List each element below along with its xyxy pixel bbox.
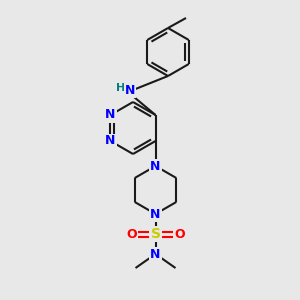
Text: S: S — [151, 227, 160, 241]
Text: N: N — [125, 83, 135, 97]
Text: N: N — [150, 248, 161, 260]
Text: N: N — [105, 134, 116, 148]
Text: N: N — [105, 109, 116, 122]
Text: O: O — [174, 227, 185, 241]
Text: H: H — [116, 83, 126, 93]
Text: N: N — [150, 160, 161, 172]
Text: N: N — [150, 208, 161, 220]
Text: O: O — [126, 227, 137, 241]
